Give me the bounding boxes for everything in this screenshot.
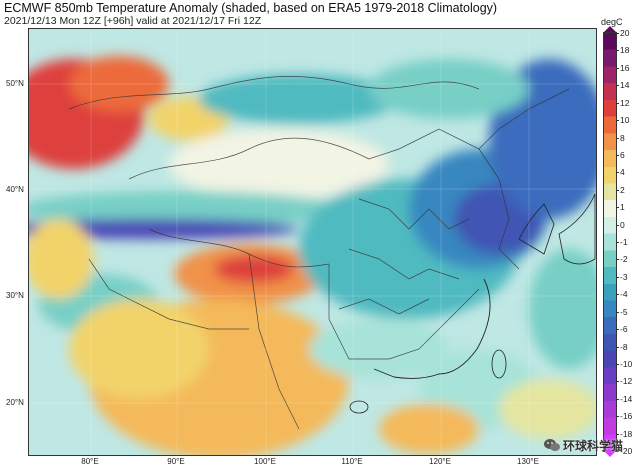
colorbar-tick-label: 1	[620, 202, 625, 213]
colorbar-tick-label: -12	[620, 376, 633, 387]
map-subtitle: 2021/12/13 Mon 12Z [+96h] valid at 2021/…	[4, 15, 262, 27]
korea-outline	[518, 203, 555, 255]
graticule	[29, 29, 596, 455]
colorbar-tick-label: -2	[620, 254, 628, 265]
colorbar-tick-mark	[616, 154, 619, 156]
colorbar-tick-mark	[616, 224, 619, 226]
colorbar-tick-mark	[616, 311, 619, 313]
hainan-outline	[349, 400, 369, 414]
lat-label-40n: 40°N	[6, 185, 24, 194]
colorbar-tick-mark	[616, 381, 619, 383]
colorbar-tick-label: 2	[620, 184, 625, 195]
colorbar-tick-mark	[616, 329, 619, 331]
colorbar-tick-mark	[616, 172, 619, 174]
colorbar-tick-label: -6	[620, 324, 628, 335]
colorbar-tick-mark	[616, 363, 619, 365]
colorbar-tick-label: 18	[620, 45, 630, 56]
colorbar-tick-mark	[616, 416, 619, 418]
colorbar-tick-label: -5	[620, 306, 628, 317]
colorbar-tick-label: 16	[620, 62, 630, 73]
colorbar-tick-label: -18	[620, 428, 633, 439]
colorbar-tick-label: -4	[620, 289, 628, 300]
colorbar-tick-mark	[616, 102, 619, 104]
china-coastline	[373, 278, 491, 379]
colorbar-tick-label: 6	[620, 149, 625, 160]
colorbar-tick-mark	[616, 398, 619, 400]
colorbar-tick-mark	[616, 67, 619, 69]
colorbar-tick-mark	[616, 242, 619, 243]
colorbar-tick-label: -8	[620, 341, 628, 352]
taiwan-outline	[491, 349, 507, 379]
colorbar-tick-mark	[616, 137, 619, 139]
colorbar-tick-label: 0	[620, 219, 625, 230]
lat-label-20n: 20°N	[6, 398, 24, 407]
colorbar-tick-mark	[616, 433, 619, 435]
colorbar-tick-label: 10	[620, 115, 630, 126]
colorbar-tick-label: -20	[620, 446, 633, 456]
lat-label-30n: 30°N	[6, 291, 24, 300]
colorbar-tick-label: -3	[620, 271, 628, 282]
colorbar-tick-label: 12	[620, 97, 630, 108]
map-title: ECMWF 850mb Temperature Anomaly (shaded,…	[4, 1, 498, 15]
colorbar-tick-label: -10	[620, 358, 633, 369]
colorbar-tick-label: 20	[620, 28, 630, 38]
colorbar-title: degC	[601, 17, 623, 27]
country-borders	[68, 76, 570, 430]
map-panel	[28, 28, 597, 456]
lon-label-100e: 100°E	[254, 457, 276, 466]
colorbar-min-arrow	[603, 450, 617, 457]
lat-label-50n: 50°N	[6, 79, 24, 88]
colorbar-tick-label: 4	[620, 167, 625, 178]
lon-label-130e: 130°E	[517, 457, 539, 466]
colorbar-tick-mark	[616, 189, 619, 191]
lon-label-90e: 90°E	[167, 457, 185, 466]
colorbar-tick-mark	[616, 207, 619, 209]
colorbar-tick-label: 8	[620, 132, 625, 143]
lon-label-110e: 110°E	[341, 457, 363, 466]
colorbar	[603, 32, 617, 452]
colorbar-tick-mark	[616, 276, 619, 278]
colorbar-tick-mark	[616, 346, 619, 348]
colorbar-tick-label: -16	[620, 411, 633, 422]
colorbar-max-arrow	[603, 26, 617, 33]
colorbar-tick-label: -1	[620, 237, 628, 247]
colorbar-tick-label: 14	[620, 80, 630, 91]
colorbar-tick-mark	[616, 451, 619, 452]
colorbar-tick-mark	[616, 85, 619, 87]
colorbar-tick-mark	[616, 50, 619, 52]
colorbar-tick-mark	[616, 259, 619, 261]
colorbar-tick-label: -14	[620, 393, 633, 404]
watermark-text: 环球科学猫	[563, 439, 624, 453]
colorbar-tick-mark	[616, 294, 619, 296]
lon-label-80e: 80°E	[81, 457, 99, 466]
lon-label-120e: 120°E	[429, 457, 451, 466]
temperature-anomaly-field	[29, 29, 596, 455]
japan-outline	[558, 193, 596, 265]
colorbar-tick-mark	[616, 120, 619, 122]
colorbar-tick-mark	[616, 33, 619, 34]
wechat-icon	[544, 439, 560, 451]
